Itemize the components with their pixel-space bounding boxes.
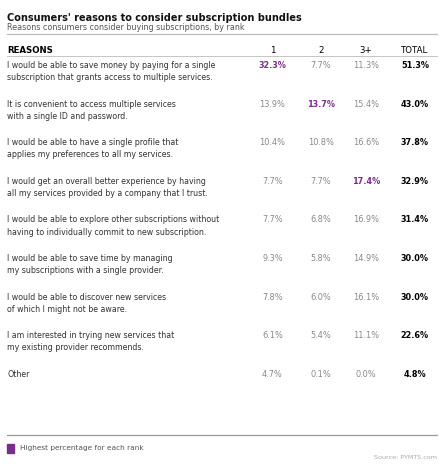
Text: 30.0%: 30.0% (401, 293, 429, 302)
Text: It is convenient to access multiple services
with a single ID and password.: It is convenient to access multiple serv… (7, 99, 176, 121)
Text: 7.8%: 7.8% (262, 293, 283, 302)
Text: I would get an overall better experience by having
all my services provided by a: I would get an overall better experience… (7, 177, 208, 198)
Text: 7.7%: 7.7% (310, 61, 331, 70)
Text: 16.1%: 16.1% (353, 293, 379, 302)
Text: 11.1%: 11.1% (353, 331, 379, 340)
Text: Consumers' reasons to consider subscription bundles: Consumers' reasons to consider subscript… (7, 13, 302, 23)
Text: 13.9%: 13.9% (259, 99, 285, 109)
Text: 14.9%: 14.9% (353, 254, 379, 263)
Text: 0.1%: 0.1% (310, 370, 331, 379)
Text: 31.4%: 31.4% (401, 216, 429, 224)
Text: 4.7%: 4.7% (262, 370, 283, 379)
Text: I am interested in trying new services that
my existing provider recommends.: I am interested in trying new services t… (7, 331, 174, 352)
Text: 5.8%: 5.8% (310, 254, 331, 263)
Text: 32.9%: 32.9% (401, 177, 429, 186)
Text: Highest percentage for each rank: Highest percentage for each rank (20, 445, 144, 451)
Text: REASONS: REASONS (7, 46, 53, 55)
Text: 5.4%: 5.4% (310, 331, 331, 340)
Text: 7.7%: 7.7% (262, 216, 283, 224)
Text: 30.0%: 30.0% (401, 254, 429, 263)
Text: 17.4%: 17.4% (352, 177, 380, 186)
Text: 16.6%: 16.6% (353, 138, 379, 147)
Text: 6.0%: 6.0% (310, 293, 331, 302)
Text: I would be able to save time by managing
my subscriptions with a single provider: I would be able to save time by managing… (7, 254, 173, 275)
Text: 22.6%: 22.6% (401, 331, 429, 340)
Text: TOTAL: TOTAL (401, 46, 428, 55)
Text: 7.7%: 7.7% (262, 177, 283, 186)
Text: 1: 1 (270, 46, 275, 55)
Text: I would be able to save money by paying for a single
subscription that grants ac: I would be able to save money by paying … (7, 61, 215, 82)
Text: I would be able to discover new services
of which I might not be aware.: I would be able to discover new services… (7, 293, 166, 314)
Text: Reasons consumers consider buying subscriptions, by rank: Reasons consumers consider buying subscr… (7, 23, 245, 32)
Text: 6.1%: 6.1% (262, 331, 283, 340)
Text: 37.8%: 37.8% (401, 138, 429, 147)
Text: Other: Other (7, 370, 30, 379)
Text: 16.9%: 16.9% (353, 216, 379, 224)
Text: 51.3%: 51.3% (401, 61, 429, 70)
Text: 2: 2 (318, 46, 323, 55)
Text: 6.8%: 6.8% (310, 216, 331, 224)
Text: 10.4%: 10.4% (259, 138, 285, 147)
Text: 15.4%: 15.4% (353, 99, 379, 109)
Text: 7.7%: 7.7% (310, 177, 331, 186)
Text: I would be able to have a single profile that
applies my preferences to all my s: I would be able to have a single profile… (7, 138, 178, 159)
Text: 9.3%: 9.3% (262, 254, 283, 263)
Text: 11.3%: 11.3% (353, 61, 379, 70)
Text: 4.8%: 4.8% (404, 370, 426, 379)
Bar (7, 444, 14, 453)
Text: 0.0%: 0.0% (356, 370, 376, 379)
Text: 13.7%: 13.7% (307, 99, 335, 109)
Text: 10.8%: 10.8% (308, 138, 333, 147)
Text: 43.0%: 43.0% (401, 99, 429, 109)
Text: 3+: 3+ (360, 46, 372, 55)
Text: 32.3%: 32.3% (258, 61, 286, 70)
Text: I would be able to explore other subscriptions without
having to individually co: I would be able to explore other subscri… (7, 216, 219, 237)
Text: Source: PYMTS.com: Source: PYMTS.com (374, 456, 437, 460)
